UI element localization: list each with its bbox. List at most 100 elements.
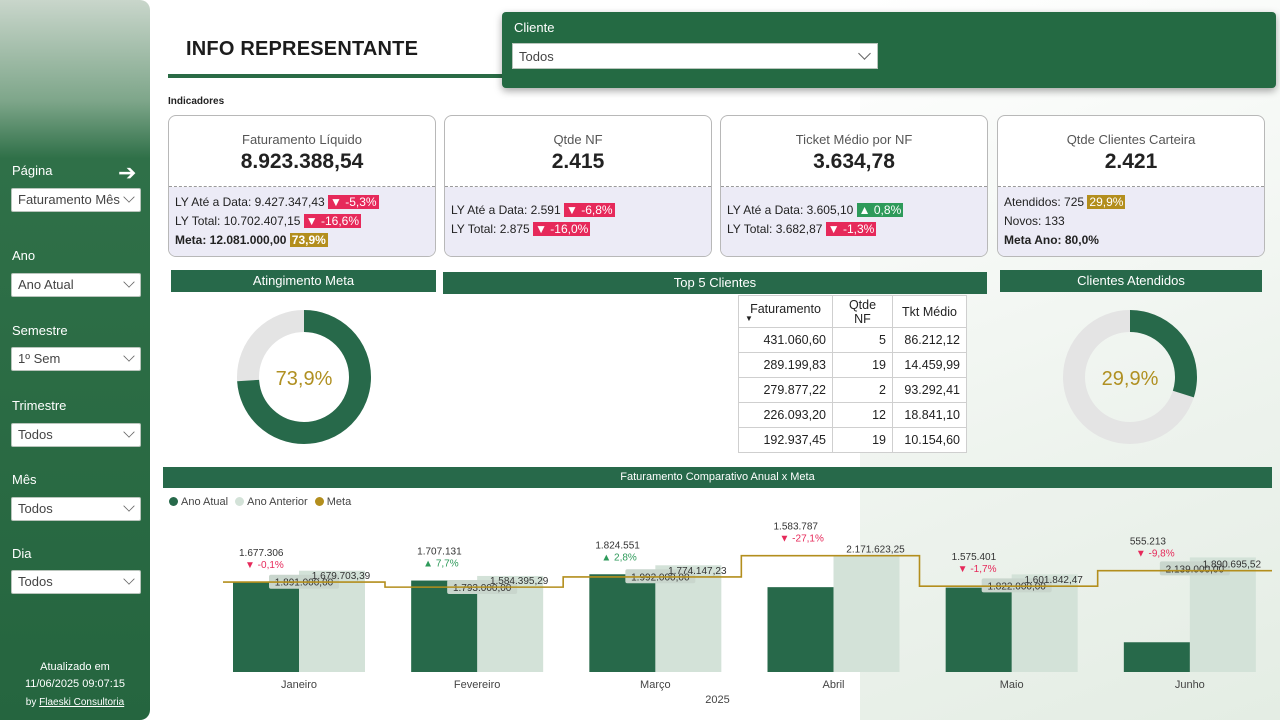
legend-dot-icon [169,497,178,506]
kpi-name: Qtde NF [553,132,603,147]
table-cell: 10.154,60 [892,427,967,453]
data-label-meta: 2.171.623,25 [846,545,905,556]
client-filter-panel: Cliente Todos [502,12,1276,88]
data-label-delta: ▼ -9,8% [1136,549,1175,560]
filter-sidebar: Página ➔ Faturamento Mês Ano Ano Atual S… [0,0,150,720]
ano-select[interactable]: Ano Atual [11,273,141,297]
mes-label: Mês [12,472,37,487]
data-label-bg [1159,561,1230,576]
kpi-name: Ticket Médio por NF [795,132,913,147]
legend-item-ano-anterior[interactable]: Ano Anterior [235,496,308,508]
kpi-value: 2.415 [551,150,605,173]
table-row[interactable]: 192.937,45 19 10.154,60 [738,427,967,453]
client-select[interactable]: Todos [512,43,878,69]
trimestre-select[interactable]: Todos [11,423,141,447]
updated-label: Atualizado em [40,661,110,673]
legend-dot-icon [314,497,324,506]
table-cell: 289.199,83 [738,352,833,378]
column-header-faturamento[interactable]: Faturamento ▼ [738,295,833,328]
table-header-row: Faturamento ▼ Qtde NF Tkt Médio [738,295,967,328]
bar-ano-atual [1123,642,1190,672]
table-row[interactable]: 431.060,60 5 86.212,12 [738,327,967,353]
kpi-value: 3.634,78 [813,150,895,173]
legend-item-meta[interactable]: Meta [314,496,351,508]
kpi-ticket-medio: Ticket Médio por NF 3.634,78 LY Até a Da… [720,115,988,257]
chevron-down-icon [123,350,135,362]
kpi-badge: ▼ -16,6% [303,214,362,228]
section-header-meta: Atingimento Meta [171,270,436,292]
kpi-line: LY Até a Data: 2.591 ▼ -6,8% [451,201,705,220]
arrow-right-icon[interactable]: ➔ [118,160,137,185]
bar-ano-atual [767,587,834,672]
x-tick-label: Março [640,679,671,691]
x-tick-label: Abril [822,679,844,691]
kpi-line: LY Até a Data: 9.427.347,43 ▼ -5,3% [175,193,429,212]
kpi-badge: 29,9% [1087,195,1126,209]
mes-select-value: Todos [18,501,53,516]
kpi-badge: ▼ -6,8% [563,203,615,217]
data-label-ano-atual: 1.583.787 [774,522,819,533]
semestre-select[interactable]: 1º Sem [11,347,141,371]
legend-item-ano-atual[interactable]: Ano Atual [169,496,228,508]
kpi-qtde-nf: Qtde NF 2.415 LY Até a Data: 2.591 ▼ -6,… [444,115,712,257]
data-label-delta: ▼ -0,1% [245,560,284,571]
credit-link[interactable]: Flaeski Consultoria [39,697,125,708]
column-header-tkt-medio[interactable]: Tkt Médio [892,295,967,328]
semestre-select-value: 1º Sem [18,351,61,366]
kpi-faturamento: Faturamento Líquido 8.923.388,54 LY Até … [168,115,436,257]
chevron-down-icon [123,191,135,203]
data-label-ano-atual: 1.575.401 [952,552,997,563]
legend-dot-icon [235,497,245,506]
data-label-ano-anterior: 1.891.000,00 [275,578,334,589]
data-label-meta: 1.890.695,52 [1203,560,1262,571]
donut-atendidos: 29,9% [1062,309,1198,449]
trimestre-label: Trimestre [12,398,67,413]
dia-select-value: Todos [18,574,53,589]
table-cell: 18.841,10 [892,402,967,428]
bar-ano-atual [411,580,478,672]
chevron-down-icon [123,276,135,288]
table-cell: 431.060,60 [738,327,833,353]
pagina-select-value: Faturamento Mês [18,192,120,207]
kpi-line: Meta Ano: 80,0% [1004,231,1258,250]
kpi-name: Qtde Clientes Carteira [1066,132,1196,147]
bar-ano-atual [233,582,299,672]
kpi-line-text: LY Até a Data: 2.591 [451,203,561,217]
kpi-badge: 73,9% [289,233,328,247]
pagina-select[interactable]: Faturamento Mês [11,188,141,212]
section-header-comparativo: Faturamento Comparativo Anual x Meta [163,467,1272,488]
data-label-meta: 1.584.395,29 [490,576,549,587]
ano-label: Ano [12,248,36,263]
kpi-line-text: Meta: 12.081.000,00 [175,233,287,247]
data-label-delta: ▲ 2,8% [601,552,637,563]
indicadores-label: Indicadores [168,96,225,107]
kpi-badge: ▼ -5,3% [328,195,379,209]
section-header-atendidos: Clientes Atendidos [1000,270,1262,292]
chart-legend: Ano Atual Ano Anterior Meta [169,496,355,508]
table-cell: 226.093,20 [738,402,833,428]
client-select-value: Todos [519,49,554,64]
table-cell: 192.937,45 [738,427,833,453]
table-row[interactable]: 226.093,20 12 18.841,10 [738,402,967,428]
table-row[interactable]: 289.199,83 19 14.459,99 [738,352,967,378]
x-tick-label: Maio [1000,679,1024,691]
data-label-delta: ▼ -1,7% [958,564,997,575]
table-row[interactable]: 279.877,22 2 93.292,41 [738,377,967,403]
data-label-ano-atual: 1.677.306 [239,548,284,559]
kpi-line-text: LY Até a Data: 9.427.347,43 [175,195,325,209]
credit-by: by [25,697,37,708]
kpi-line: LY Total: 3.682,87 ▼ -1,3% [727,220,981,239]
x-tick-label: Junho [1175,679,1205,691]
table-cell: 279.877,22 [738,377,833,403]
column-header-qtde-nf[interactable]: Qtde NF [832,295,893,328]
credit-line: by Flaeski Consultoria [0,697,150,708]
mes-select[interactable]: Todos [11,497,141,521]
kpi-line-text: LY Até a Data: 3.605,10 [727,203,854,217]
data-label-delta: ▲ 7,7% [423,559,459,570]
donut-meta-arc [237,310,371,444]
x-tick-label: Fevereiro [454,679,500,691]
table-cell: 14.459,99 [892,352,967,378]
client-label: Cliente [514,20,555,35]
table-cell: 19 [832,427,893,453]
dia-select[interactable]: Todos [11,570,141,594]
